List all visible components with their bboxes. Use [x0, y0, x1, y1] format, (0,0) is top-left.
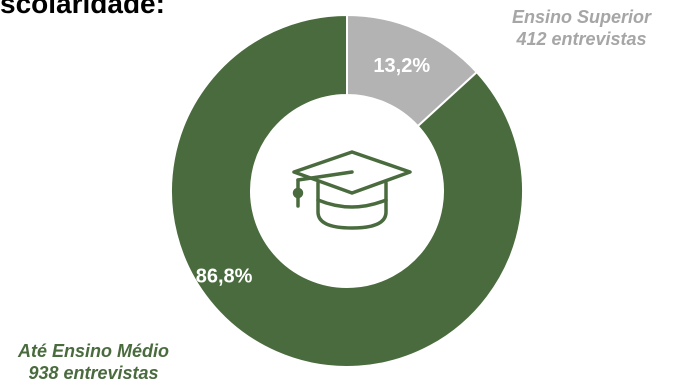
page-title: scolaridade: — [0, 0, 165, 19]
legend-ate-ensino-medio-name: Até Ensino Médio — [18, 341, 170, 361]
value-label-1: 13,2% — [373, 55, 430, 77]
slice-at-ensino-m-dio — [170, 13, 524, 368]
donut-slices — [170, 13, 524, 368]
legend-ensino-superior: Ensino Superior 412 entrevistas — [512, 6, 651, 50]
legend-ate-ensino-medio-detail: 938 entrevistas — [28, 363, 159, 383]
slice-labels: 13,2% 86,8% — [196, 55, 431, 287]
legend-ate-ensino-medio: Até Ensino Médio 938 entrevistas — [18, 340, 169, 384]
legend-ensino-superior-name: Ensino Superior — [512, 7, 652, 27]
graduation-cap-icon — [292, 150, 412, 230]
legend-ensino-superior-detail: 412 entrevistas — [516, 29, 647, 49]
value-label-2: 86,8% — [196, 265, 253, 287]
